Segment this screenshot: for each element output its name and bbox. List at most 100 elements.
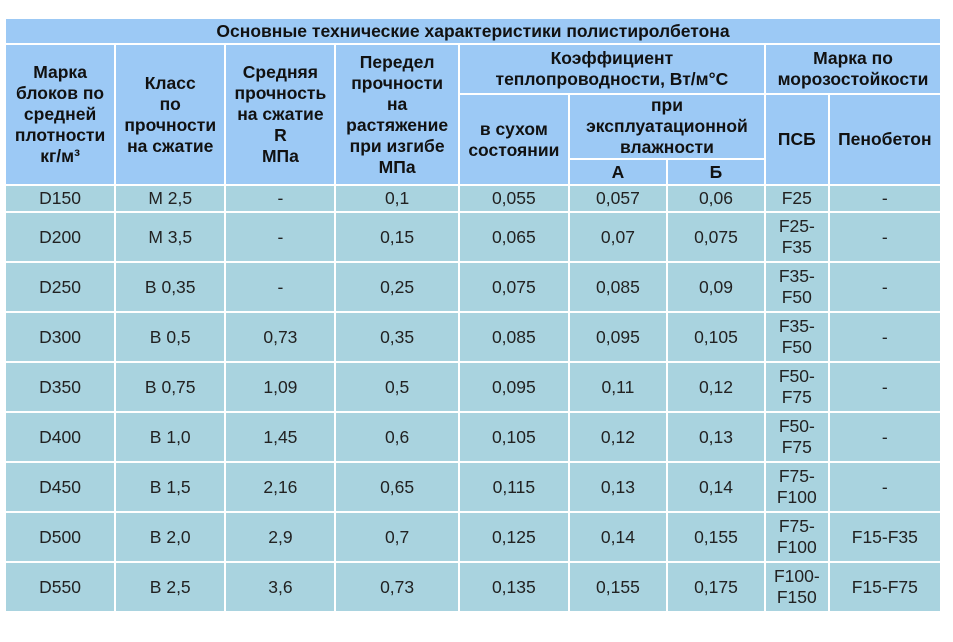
header-foam-concrete: Пенобетон [829,95,940,184]
cell-humidity-b: 0,105 [667,313,764,361]
cell-dry: 0,125 [459,513,568,561]
table-row: D400 В 1,0 1,45 0,6 0,105 0,12 0,13 F50-… [6,413,940,461]
cell-foam: - [829,186,940,211]
cell-tensile: 0,7 [336,513,458,561]
header-operating-humidity: при эксплуатационной влажности [569,95,764,158]
table-row: D200 М 3,5 - 0,15 0,065 0,07 0,075 F25- … [6,213,940,261]
cell-tensile: 0,73 [336,563,458,611]
header-humidity-b: Б [667,160,764,184]
cell-class: В 2,0 [116,513,225,561]
cell-humidity-b: 0,12 [667,363,764,411]
cell-dry: 0,095 [459,363,568,411]
cell-humidity-a: 0,095 [569,313,666,361]
header-tensile-limit: Передел прочности на растяжение при изги… [336,45,458,184]
cell-humidity-b: 0,075 [667,213,764,261]
cell-tensile: 0,65 [336,463,458,511]
cell-dry: 0,105 [459,413,568,461]
cell-class: М 3,5 [116,213,225,261]
cell-foam: - [829,263,940,311]
cell-dry: 0,135 [459,563,568,611]
cell-foam: - [829,463,940,511]
cell-humidity-a: 0,085 [569,263,666,311]
header-dry-state: в сухом состоянии [459,95,568,184]
cell-humidity-b: 0,06 [667,186,764,211]
cell-mark: D200 [6,213,115,261]
cell-tensile: 0,35 [336,313,458,361]
cell-mark: D500 [6,513,115,561]
cell-mark: D250 [6,263,115,311]
cell-class: В 0,75 [116,363,225,411]
cell-psb: F50- F75 [765,413,828,461]
cell-tensile: 0,5 [336,363,458,411]
cell-psb: F75- F100 [765,513,828,561]
cell-humidity-b: 0,155 [667,513,764,561]
cell-avg-strength: 1,45 [226,413,335,461]
cell-class: В 1,5 [116,463,225,511]
cell-humidity-a: 0,12 [569,413,666,461]
cell-foam: - [829,313,940,361]
cell-humidity-b: 0,13 [667,413,764,461]
cell-humidity-a: 0,13 [569,463,666,511]
cell-tensile: 0,25 [336,263,458,311]
cell-psb: F100- F150 [765,563,828,611]
table-row: D300 В 0,5 0,73 0,35 0,085 0,095 0,105 F… [6,313,940,361]
cell-dry: 0,115 [459,463,568,511]
header-avg-strength: Средняя прочность на сжатие R МПа [226,45,335,184]
cell-psb: F35- F50 [765,263,828,311]
cell-psb: F50- F75 [765,363,828,411]
table-row: D450 В 1,5 2,16 0,65 0,115 0,13 0,14 F75… [6,463,940,511]
cell-psb: F25 [765,186,828,211]
characteristics-table: Основные технические характеристики поли… [4,17,942,613]
header-humidity-a: А [569,160,666,184]
cell-avg-strength: 0,73 [226,313,335,361]
cell-foam: F15-F35 [829,513,940,561]
cell-avg-strength: 2,16 [226,463,335,511]
cell-mark: D400 [6,413,115,461]
cell-class: В 2,5 [116,563,225,611]
table-row: D500 В 2,0 2,9 0,7 0,125 0,14 0,155 F75-… [6,513,940,561]
header-frost-mark: Марка по морозостойкости [765,45,940,93]
cell-psb: F75- F100 [765,463,828,511]
header-strength-class: Класс по прочности на сжатие [116,45,225,184]
cell-avg-strength: 1,09 [226,363,335,411]
header-conductivity: Коэффициент теплопроводности, Вт/м°С [459,45,764,93]
cell-avg-strength: 2,9 [226,513,335,561]
cell-dry: 0,065 [459,213,568,261]
table-row: D550 В 2,5 3,6 0,73 0,135 0,155 0,175 F1… [6,563,940,611]
cell-psb: F35- F50 [765,313,828,361]
cell-humidity-b: 0,175 [667,563,764,611]
cell-foam: - [829,363,940,411]
cell-foam: - [829,413,940,461]
table-title: Основные технические характеристики поли… [6,19,940,43]
cell-humidity-a: 0,07 [569,213,666,261]
cell-class: М 2,5 [116,186,225,211]
cell-humidity-a: 0,14 [569,513,666,561]
header-psb: ПСБ [765,95,828,184]
cell-mark: D550 [6,563,115,611]
cell-humidity-a: 0,155 [569,563,666,611]
cell-avg-strength: - [226,263,335,311]
cell-class: В 0,35 [116,263,225,311]
cell-dry: 0,055 [459,186,568,211]
cell-dry: 0,075 [459,263,568,311]
cell-avg-strength: - [226,213,335,261]
table-row: D250 В 0,35 - 0,25 0,075 0,085 0,09 F35-… [6,263,940,311]
cell-humidity-a: 0,11 [569,363,666,411]
cell-humidity-a: 0,057 [569,186,666,211]
table-row: D150 М 2,5 - 0,1 0,055 0,057 0,06 F25 - [6,186,940,211]
cell-class: В 1,0 [116,413,225,461]
table-container: Основные технические характеристики поли… [4,17,942,613]
cell-mark: D350 [6,363,115,411]
cell-dry: 0,085 [459,313,568,361]
cell-avg-strength: - [226,186,335,211]
cell-psb: F25- F35 [765,213,828,261]
cell-mark: D450 [6,463,115,511]
cell-tensile: 0,1 [336,186,458,211]
cell-humidity-b: 0,14 [667,463,764,511]
cell-mark: D300 [6,313,115,361]
cell-foam: - [829,213,940,261]
cell-mark: D150 [6,186,115,211]
cell-class: В 0,5 [116,313,225,361]
cell-tensile: 0,6 [336,413,458,461]
cell-avg-strength: 3,6 [226,563,335,611]
